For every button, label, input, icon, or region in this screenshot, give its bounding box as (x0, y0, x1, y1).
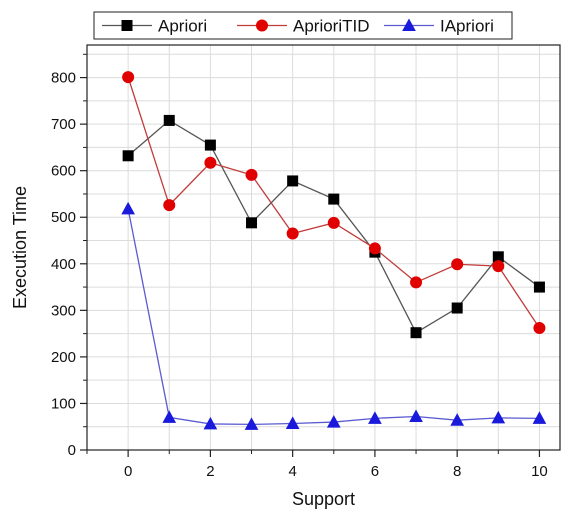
y-tick-label: 800 (51, 70, 76, 87)
data-point (285, 416, 300, 429)
plot-frame (86, 44, 561, 451)
series-aprioritid (122, 71, 546, 335)
data-point (122, 150, 134, 162)
y-tick-label: 500 (51, 209, 76, 226)
y-tick-label: 300 (51, 302, 76, 319)
x-tick-label: 10 (531, 463, 548, 480)
series-iapriori (121, 201, 547, 430)
legend-label: IApriori (440, 17, 494, 36)
data-point (327, 216, 340, 229)
legend-label: AprioriTID (293, 17, 370, 36)
data-point (450, 413, 465, 426)
data-point (122, 71, 135, 84)
legend-marker (402, 18, 416, 31)
data-point (328, 193, 340, 205)
data-point (162, 410, 177, 423)
data-point (203, 416, 218, 430)
grid-lines (86, 45, 560, 451)
y-tick-label: 200 (51, 349, 76, 366)
data-point (121, 201, 135, 215)
x-axis-title: Support (292, 489, 355, 509)
data-point (244, 417, 259, 430)
x-tick-label: 6 (371, 463, 379, 480)
data-point (368, 411, 382, 424)
data-point (533, 281, 545, 293)
data-point (410, 276, 423, 289)
y-axis-title: Execution Time (10, 186, 30, 309)
data-point (451, 258, 464, 271)
data-point (409, 409, 423, 422)
data-point (287, 175, 299, 187)
x-tick-label: 0 (124, 463, 132, 480)
y-tick-label: 0 (68, 442, 76, 459)
data-point (245, 168, 258, 181)
data-point (368, 242, 381, 255)
data-point (532, 411, 547, 424)
data-point (410, 327, 422, 339)
x-tick-label: 8 (453, 463, 461, 480)
y-tick-label: 600 (51, 163, 76, 180)
legend-label: Apriori (158, 17, 207, 36)
legend-box (93, 11, 513, 40)
data-point (204, 156, 217, 169)
legend-marker (121, 20, 133, 31)
data-point (246, 217, 258, 229)
data-point (451, 302, 463, 314)
data-point (163, 199, 176, 212)
legend-marker (256, 19, 268, 32)
legend: Apriori AprioriTID IApriori (93, 11, 513, 40)
data-point (533, 322, 546, 335)
data-point (286, 227, 299, 240)
x-tick-label: 4 (288, 463, 296, 480)
data-point (163, 114, 175, 126)
x-tick-label: 2 (206, 463, 214, 480)
data-point (326, 415, 341, 428)
data-point (492, 260, 505, 273)
data-point (491, 410, 506, 424)
y-tick-label: 700 (51, 116, 76, 133)
y-tick-label: 400 (51, 256, 76, 273)
data-point (204, 139, 216, 151)
series-layer (121, 71, 547, 430)
y-tick-label: 100 (51, 395, 76, 412)
